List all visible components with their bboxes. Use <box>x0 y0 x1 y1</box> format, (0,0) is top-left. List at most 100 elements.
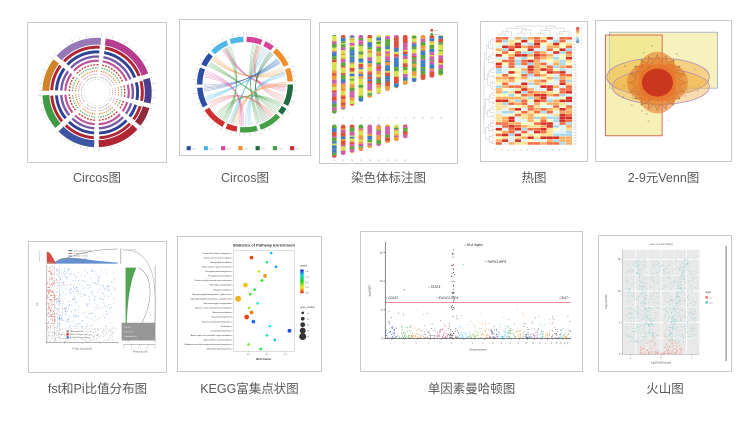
svg-text:g31: g31 <box>574 124 577 126</box>
svg-text:g13: g13 <box>574 72 577 74</box>
svg-text:Frequency (%): Frequency (%) <box>133 350 148 353</box>
svg-text:17: 17 <box>360 160 362 162</box>
svg-text:g38: g38 <box>574 143 577 145</box>
kegg-dotplot-chart: Statistics of Pathway Enrichment Terpenoi… <box>184 242 315 361</box>
svg-text:15: 15 <box>532 341 535 345</box>
svg-text:5: 5 <box>619 321 621 324</box>
svg-text:g30: g30 <box>574 121 577 123</box>
panel-label: Circos图 <box>73 171 121 185</box>
svg-text:g21: g21 <box>574 95 577 97</box>
svg-text:20: 20 <box>154 347 156 349</box>
svg-text:18: 18 <box>369 160 372 162</box>
svg-text:Carotenoid biosynthesis: Carotenoid biosynthesis <box>210 329 231 332</box>
svg-text:19: 19 <box>378 160 380 162</box>
svg-text:14: 14 <box>333 160 336 162</box>
svg-text:s7: s7 <box>533 149 535 151</box>
svg-text:g4: g4 <box>574 47 576 49</box>
chromosome-map-thumbnail[interactable]: 1 2 3 4 5 6 7 8 9 10 11 12 13 14 15 16 17 18 19 20 21 22 gene r… <box>319 22 458 164</box>
svg-text:1.00: 1.00 <box>305 271 309 273</box>
svg-text:Amino sugar and nucleotide sug: Amino sugar and nucleotide sugar metabol… <box>191 334 232 337</box>
svg-text:Correlation (%): Correlation (%) <box>124 248 137 251</box>
svg-text:24: 24 <box>631 105 633 107</box>
svg-text:chr1: chr1 <box>192 148 196 151</box>
svg-text:6: 6 <box>378 118 380 120</box>
svg-text:g11: g11 <box>574 67 577 69</box>
venn-thumbnail[interactable]: 6 28 6 24 12 15 35 8 2 22 34 3 27 39 21 32 22 8 26 40 30 26 37… <box>595 20 732 162</box>
circos-chords-thumbnail[interactable]: chr1 chr2 chr3 chr4 chr5 chr6 chr7 <box>179 19 311 156</box>
svg-text:g10: g10 <box>574 64 577 66</box>
panel-label: 热图 <box>521 171 547 185</box>
svg-text:30: 30 <box>648 67 650 69</box>
svg-text:0.00: 0.00 <box>305 293 309 295</box>
svg-text:Selected Region(down): Selected Region(down) <box>70 336 91 339</box>
svg-text:8: 8 <box>472 342 475 345</box>
svg-text:Phenylalanine metabolism: Phenylalanine metabolism <box>208 275 232 278</box>
svg-text:s4: s4 <box>514 149 516 151</box>
svg-text:chr4: chr4 <box>244 148 249 151</box>
svg-text:g33: g33 <box>574 129 577 131</box>
kegg-dotplot-thumbnail[interactable]: Statistics of Pathway Enrichment Terpenoi… <box>177 236 322 372</box>
svg-text:g26: g26 <box>574 109 577 111</box>
svg-text:9: 9 <box>482 342 485 345</box>
svg-text:Glycosphingolipid biosynthesis: Glycosphingolipid biosynthesis - ganglio… <box>190 297 231 300</box>
svg-text:Chromosome: Chromosome <box>469 347 487 351</box>
svg-text:Fst: Fst <box>35 302 39 306</box>
svg-text:Nitrogen metabolism: Nitrogen metabolism <box>213 288 232 291</box>
panel-label: Circos图 <box>221 171 269 185</box>
svg-text:EXOC2-IRF4: EXOC2-IRF4 <box>439 296 458 300</box>
svg-text:6: 6 <box>698 85 699 87</box>
svg-text:-4: -4 <box>581 43 583 45</box>
svg-text:s2: s2 <box>501 149 503 151</box>
svg-text:21: 21 <box>648 100 650 102</box>
svg-text:2: 2 <box>581 32 582 34</box>
svg-text:chr6: chr6 <box>278 148 282 151</box>
svg-text:Glycine, serine and threonine: Glycine, serine and threonine metabolism <box>195 307 232 310</box>
svg-text:gene_number: gene_number <box>300 306 315 309</box>
volcano-thumbnail[interactable]: 0 5 10 15 -5 0 5 log2(FoldChange) -log10(FDR) cas… <box>598 235 732 372</box>
svg-text:-5: -5 <box>629 358 632 360</box>
panel-label: 单因素曼哈顿图 <box>427 382 516 396</box>
svg-text:17: 17 <box>545 341 548 345</box>
circos-rings-thumbnail[interactable] <box>27 22 167 163</box>
svg-text:28: 28 <box>624 66 626 68</box>
svg-text:16: 16 <box>539 341 542 345</box>
svg-text:15: 15 <box>342 160 345 162</box>
svg-text:14: 14 <box>622 96 624 98</box>
heatmap-thumbnail[interactable]: g1 g2 g3 g4 g5 g6 g7 g8 g9 g10 g11 g12 g13 g14 g15 g16 g… <box>480 21 588 162</box>
svg-text:5: 5 <box>381 308 383 312</box>
svg-text:38: 38 <box>651 63 653 65</box>
svg-text:Monoterpenoid biosynthesis: Monoterpenoid biosynthesis <box>207 348 232 351</box>
svg-text:-log10(FDR): -log10(FDR) <box>604 294 608 309</box>
fst-pi-thumbnail[interactable]: Correlation (%) 0 5 10 15 20 0.05 quantile: 10… <box>28 241 167 373</box>
svg-text:g7: g7 <box>574 55 576 57</box>
panel-label: KEGG富集点状图 <box>200 382 299 396</box>
svg-text:s10: s10 <box>552 148 554 151</box>
svg-text:3: 3 <box>351 118 353 120</box>
svg-text:40: 40 <box>307 331 309 333</box>
svg-text:10: 10 <box>413 118 416 120</box>
svg-text:g23: g23 <box>574 101 577 103</box>
svg-text:13: 13 <box>440 118 443 120</box>
svg-text:alpha-Linolenic acid metabolis: alpha-Linolenic acid metabolism <box>203 339 232 342</box>
svg-text:g18: g18 <box>574 87 577 89</box>
svg-text:Terpenoid backbone biosynthesi: Terpenoid backbone biosynthesis <box>202 252 232 255</box>
svg-text:log2(FoldChange): log2(FoldChange) <box>651 361 672 365</box>
svg-text:22: 22 <box>567 341 570 345</box>
svg-text:g16: g16 <box>574 81 577 83</box>
svg-text:0: 0 <box>581 36 582 38</box>
svg-text:32: 32 <box>684 96 686 98</box>
svg-text:s12: s12 <box>565 148 567 151</box>
manhattan-thumbnail[interactable]: 0 5 10 15 1 2 3 4 5 6 7 8 9 10 11 12 13 14 15 16 17 18 19 20 21 2… <box>360 231 583 372</box>
svg-text:chr7: chr7 <box>295 148 299 151</box>
svg-text:4: 4 <box>428 342 431 345</box>
svg-text:22: 22 <box>404 160 406 162</box>
svg-text:0: 0 <box>123 347 124 349</box>
svg-text:0: 0 <box>660 358 662 360</box>
svg-text:Ubiquinone and other terpenoid: Ubiquinone and other terpenoid-quinone b… <box>184 343 231 346</box>
svg-text:g14: g14 <box>574 75 577 77</box>
svg-text:STAT4: STAT4 <box>431 285 441 289</box>
svg-text:0.1: 0.1 <box>247 354 251 356</box>
svg-text:Plant hormone signal transduct: Plant hormone signal transduction <box>202 265 232 268</box>
svg-text:Starch and sucrose metabolism: Starch and sucrose metabolism <box>204 256 232 259</box>
